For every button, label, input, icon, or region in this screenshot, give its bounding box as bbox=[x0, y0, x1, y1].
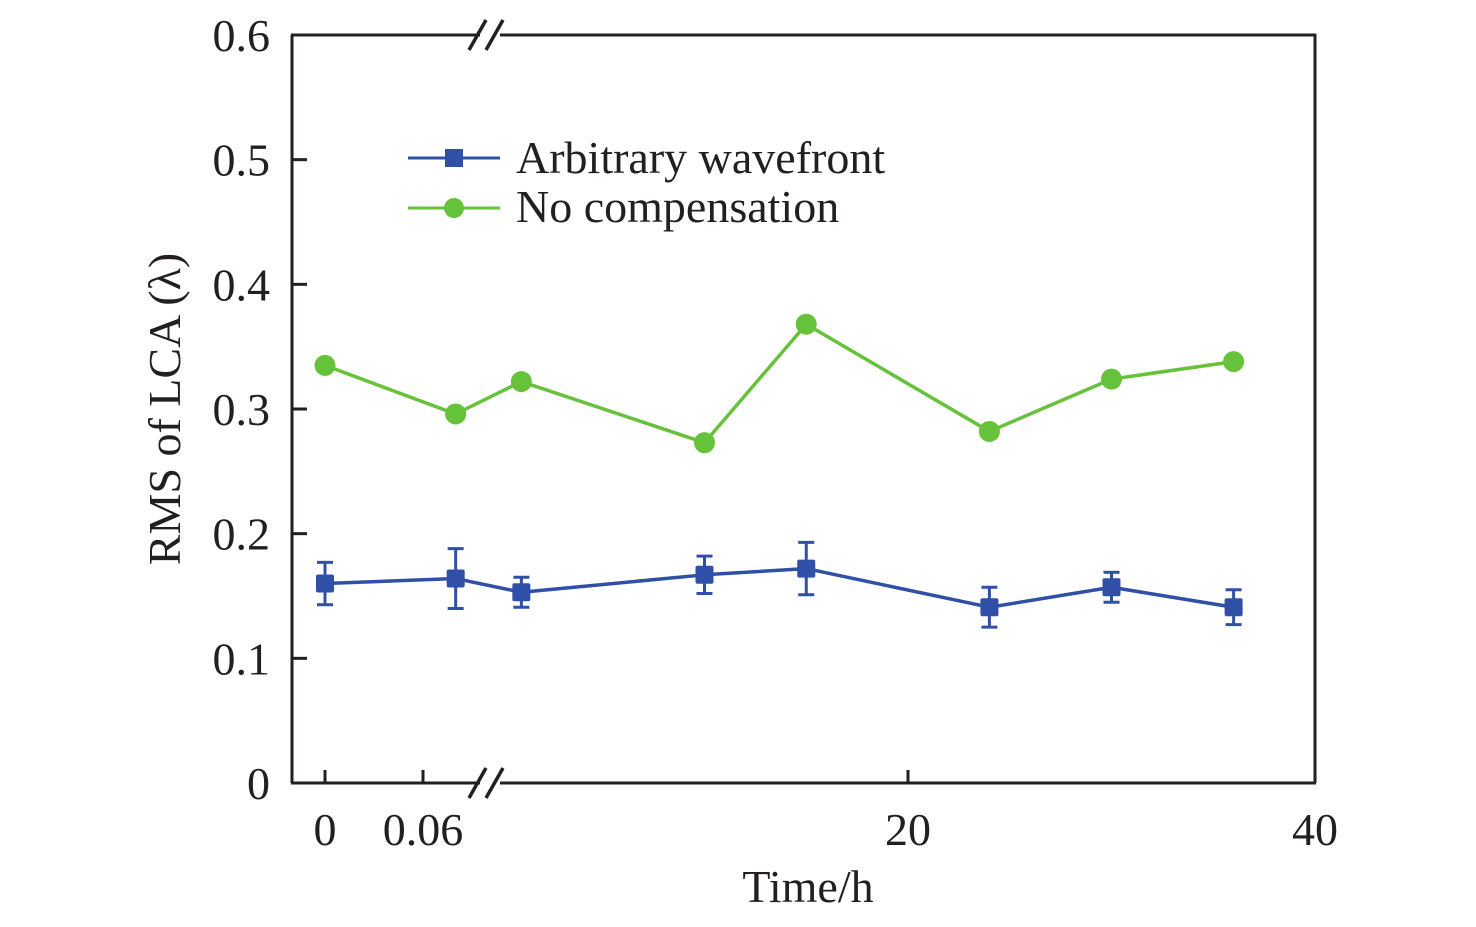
axis-break-mark-top-1 bbox=[467, 19, 488, 51]
y-tick-label: 0 bbox=[247, 758, 270, 809]
y-tick-label: 0.6 bbox=[213, 10, 271, 61]
axis-break-mark-bottom-2 bbox=[484, 767, 505, 799]
series-no-compensation bbox=[314, 313, 1245, 454]
data-point-circle bbox=[510, 371, 532, 393]
data-point-circle bbox=[795, 313, 817, 335]
series-line-no-compensation bbox=[324, 322, 1234, 445]
data-point-square bbox=[316, 574, 334, 593]
y-tick-label: 0.3 bbox=[213, 384, 271, 435]
y-tick-label: 0.1 bbox=[213, 633, 271, 684]
legend-item-arbitrary-wavefront: Arbitrary wavefront bbox=[408, 132, 885, 183]
data-point-square bbox=[1224, 598, 1243, 617]
x-tick-label: 40 bbox=[1292, 804, 1338, 855]
data-point-circle bbox=[1223, 351, 1245, 373]
data-point-circle bbox=[694, 432, 715, 454]
legend-label-no-compensation: No compensation bbox=[516, 181, 839, 232]
data-point-square bbox=[446, 569, 465, 588]
y-tick-label: 0.5 bbox=[213, 135, 271, 186]
data-point-square bbox=[512, 583, 531, 602]
y-tick-label: 0.4 bbox=[213, 259, 271, 310]
x-tick-label: 0 bbox=[314, 804, 337, 855]
data-point-square bbox=[797, 559, 816, 578]
series-layer bbox=[314, 313, 1245, 629]
series-line-arbitrary-wavefront bbox=[324, 566, 1234, 609]
x-ticks: 0 0.06 20 40 bbox=[314, 770, 1338, 855]
data-point-circle bbox=[314, 354, 336, 376]
data-point-circle bbox=[1101, 368, 1122, 390]
legend-item-no-compensation: No compensation bbox=[408, 181, 839, 232]
legend-label-arbitrary-wavefront: Arbitrary wavefront bbox=[516, 132, 885, 183]
x-axis-title: Time/h bbox=[742, 861, 873, 912]
legend: Arbitrary wavefront No compensation bbox=[408, 132, 885, 232]
series-arbitrary-wavefront bbox=[316, 540, 1243, 629]
data-point-square bbox=[1102, 578, 1121, 597]
data-point-square bbox=[980, 598, 999, 617]
legend-marker-circle bbox=[444, 198, 464, 218]
data-point-circle bbox=[978, 420, 1000, 442]
legend-marker-square bbox=[445, 149, 463, 167]
x-tick-label: 0.06 bbox=[383, 804, 464, 855]
y-ticks: 0 0.1 0.2 0.3 0.4 0.5 0.6 bbox=[213, 10, 307, 809]
y-axis-title: RMS of LCA (λ) bbox=[139, 253, 190, 565]
data-point-circle bbox=[445, 403, 467, 425]
axis-break-mark-bottom-1 bbox=[467, 767, 488, 799]
axis-break-mark-top-2 bbox=[484, 19, 505, 51]
data-point-square bbox=[695, 565, 714, 584]
x-tick-label: 20 bbox=[885, 804, 931, 855]
y-tick-label: 0.2 bbox=[213, 509, 271, 560]
